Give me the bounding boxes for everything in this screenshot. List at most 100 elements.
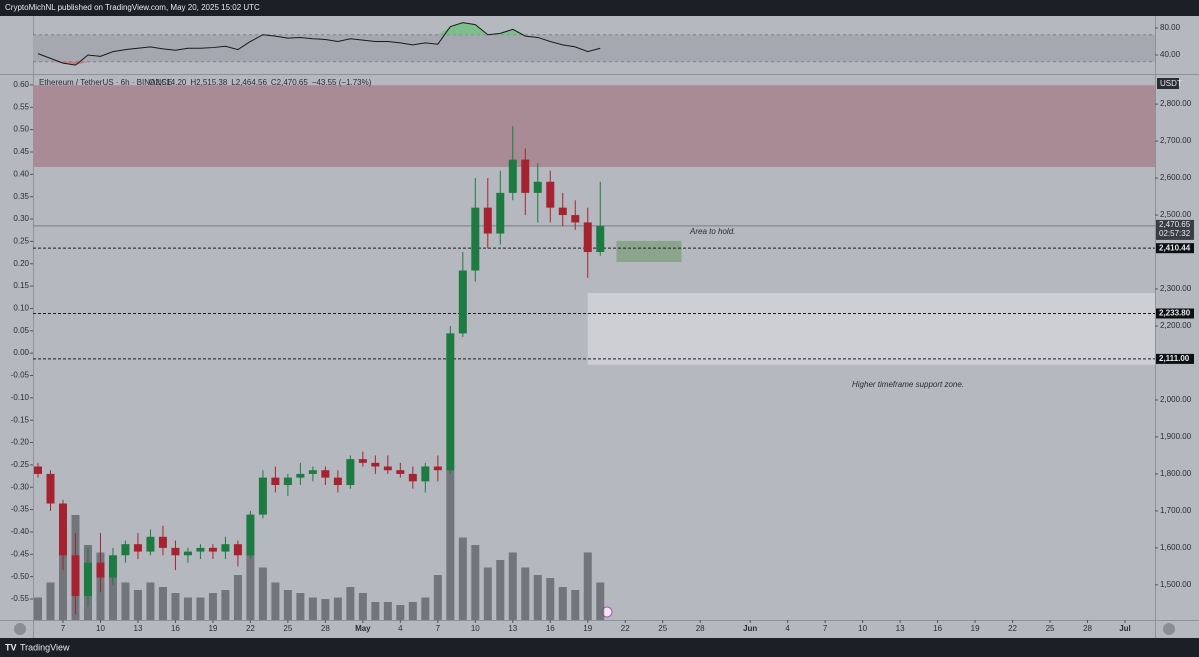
y-tick-label: 40.00 (1160, 50, 1181, 59)
candle-body (46, 473, 55, 504)
legend-value: O2,514.20 (149, 78, 187, 87)
y2-tick-label: 0.20 (13, 259, 29, 268)
candle-body (83, 562, 92, 596)
volume-bar (471, 545, 480, 620)
candle-body (133, 544, 142, 552)
volume-bar (583, 552, 592, 620)
y-tick-label: 1,500.00 (1160, 580, 1192, 589)
x-tick-label: 16 (171, 624, 180, 633)
volume-bar (283, 590, 292, 620)
y2-tick-label: 0.45 (13, 147, 29, 156)
level-label-box (1156, 308, 1194, 319)
candle-body (596, 225, 605, 253)
candle-body (58, 503, 67, 556)
volume-bar (196, 597, 205, 620)
volume-bar (233, 575, 242, 620)
candle-body (508, 159, 517, 193)
volume-bar (158, 587, 167, 620)
unit-label: USDT (1160, 79, 1182, 88)
y-tick-label: 1,900.00 (1160, 432, 1192, 441)
x-tick-label: 25 (1046, 624, 1055, 633)
rsi-overbought-fill (37, 22, 601, 35)
candle-body (258, 477, 267, 515)
y-tick-label: 80.00 (1160, 23, 1181, 32)
footer-brand: TradingView (20, 642, 70, 652)
candle-body (283, 477, 292, 486)
candle-body (533, 181, 542, 193)
x-tick-label: 4 (398, 624, 403, 633)
volume-bar (383, 602, 392, 620)
volume-bar (171, 593, 180, 620)
y-tick-label: 2,000.00 (1160, 395, 1192, 404)
y2-tick-label: 0.00 (13, 348, 29, 357)
settings-button[interactable] (14, 623, 26, 635)
candle-body (321, 470, 330, 478)
x-tick-label: 10 (96, 624, 105, 633)
candle-body (233, 544, 242, 556)
y2-tick-label: 0.40 (13, 169, 29, 178)
volume-bar (421, 597, 430, 620)
volume-bar (108, 575, 117, 620)
candle-body (421, 466, 430, 482)
legend-value: C2,470.65 (271, 78, 308, 87)
y2-tick-label: -0.35 (11, 505, 30, 514)
x-tick-label: 19 (208, 624, 217, 633)
y2-tick-label: -0.50 (11, 572, 30, 581)
x-tick-label: 7 (61, 624, 66, 633)
y-tick-label: 2,500.00 (1160, 210, 1192, 219)
volume-bar (58, 530, 67, 620)
level-label-box (1156, 353, 1194, 364)
volume-bar (546, 578, 555, 620)
x-tick-label: 19 (971, 624, 980, 633)
volume-bar (533, 575, 542, 620)
settings-button[interactable] (1163, 623, 1175, 635)
x-tick-label: Jun (743, 624, 757, 633)
y2-tick-label: 0.25 (13, 236, 29, 245)
rsi-line (37, 22, 601, 66)
y2-tick-label: 0.35 (13, 192, 29, 201)
last-price-label: 2,470.65 (1159, 220, 1191, 229)
volume-bar (271, 582, 280, 620)
y2-tick-label: -0.25 (11, 460, 30, 469)
candle-body (208, 547, 217, 552)
volume-bar (321, 599, 330, 620)
y-tick-label: 2,600.00 (1160, 173, 1192, 182)
candle-body (333, 477, 342, 486)
volume-bar (571, 590, 580, 620)
volume-bar (33, 597, 42, 620)
y2-tick-label: -0.45 (11, 549, 30, 558)
volume-bar (483, 567, 492, 620)
candle-body (408, 473, 417, 482)
volume-bar (183, 597, 192, 620)
candle-body (583, 222, 592, 253)
x-tick-label: 22 (246, 624, 255, 633)
volume-bar (146, 582, 155, 620)
x-tick-label: 16 (546, 624, 555, 633)
zone (587, 293, 1155, 365)
x-tick-label: 13 (896, 624, 905, 633)
candle-body (558, 207, 567, 216)
volume-bar (46, 582, 55, 620)
volume-bar (258, 567, 267, 620)
x-tick-label: 13 (508, 624, 517, 633)
level-label: 2,410.44 (1159, 243, 1191, 252)
y2-tick-label: -0.05 (11, 371, 30, 380)
candle-body (571, 215, 580, 223)
candle-body (346, 459, 355, 486)
y2-tick-label: 0.15 (13, 281, 29, 290)
volume-bar (558, 587, 567, 620)
x-tick-label: 7 (436, 624, 441, 633)
zone (33, 85, 1155, 167)
candle-body (146, 536, 155, 552)
volume-bar (508, 552, 517, 620)
x-tick-label: Jul (1119, 624, 1131, 633)
candle-body (33, 466, 42, 474)
candle-body (71, 555, 80, 596)
rsi-band (33, 34, 1155, 62)
volume-bar (333, 597, 342, 620)
x-tick-label: 22 (621, 624, 630, 633)
volume-bar (221, 590, 230, 620)
candle-body (483, 207, 492, 234)
